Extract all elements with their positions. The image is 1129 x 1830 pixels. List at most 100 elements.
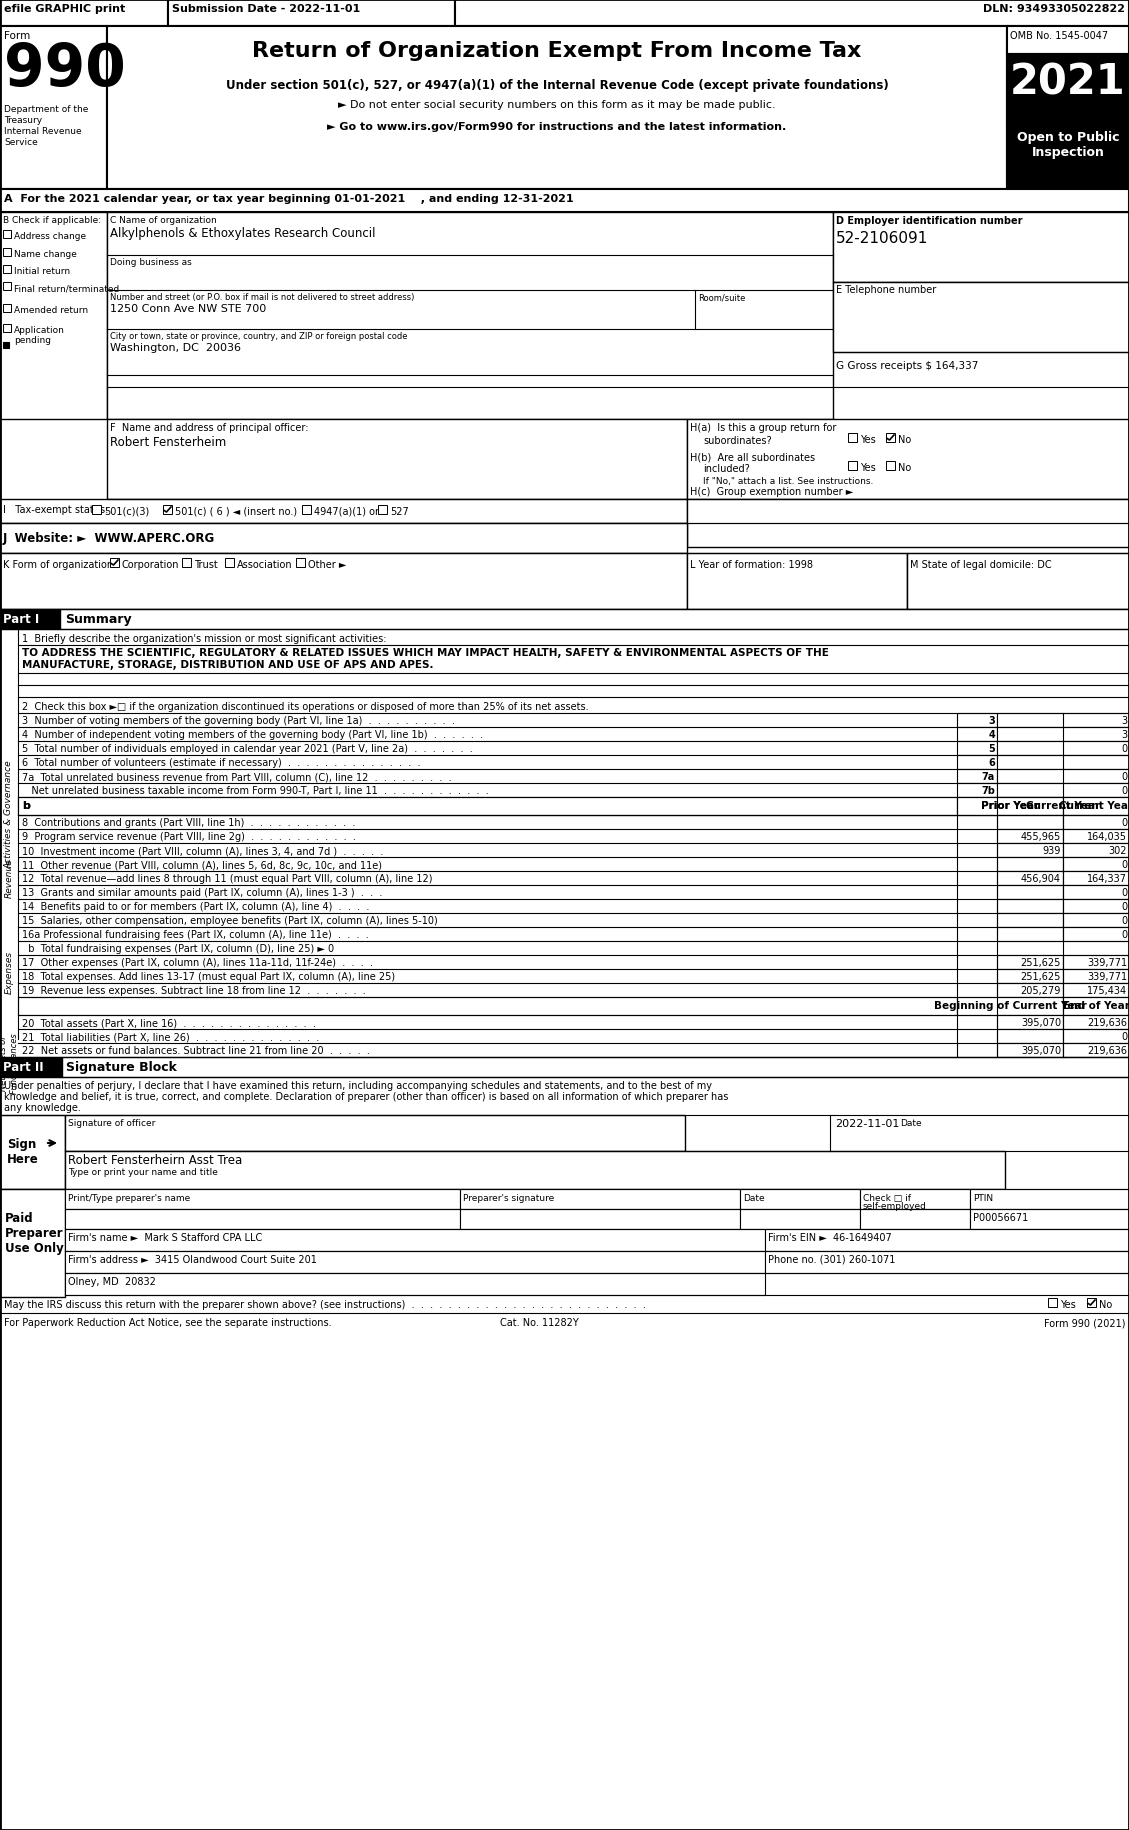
Bar: [957, 798, 1064, 816]
Text: 7b: 7b: [981, 785, 995, 796]
Bar: [970, 1210, 1129, 1230]
Text: subordinates?: subordinates?: [703, 436, 771, 447]
Text: Net unrelated business taxable income from Form 990-T, Part I, line 11  .  .  . : Net unrelated business taxable income fr…: [21, 785, 489, 796]
Text: Date: Date: [900, 1118, 921, 1127]
Bar: [0, 190, 1129, 212]
Bar: [957, 756, 997, 770]
Text: 13  Grants and similar amounts paid (Part IX, column (A), lines 1-3 )  .  .  .: 13 Grants and similar amounts paid (Part…: [21, 888, 383, 897]
Text: 219,636: 219,636: [1087, 1017, 1127, 1027]
Text: Activities & Governance: Activities & Governance: [5, 759, 14, 867]
Text: Address change: Address change: [14, 232, 86, 242]
Bar: [997, 1016, 1064, 1030]
Text: Association: Association: [237, 560, 292, 569]
Bar: [65, 1274, 765, 1296]
Bar: [997, 783, 1129, 798]
Bar: [970, 1190, 1129, 1210]
Text: Application
pending: Application pending: [14, 326, 64, 346]
Text: Current Year: Current Year: [1026, 800, 1100, 811]
Bar: [18, 997, 957, 1016]
Bar: [65, 1230, 765, 1252]
Text: DLN: 93493305022822: DLN: 93493305022822: [983, 4, 1124, 15]
Text: 990: 990: [5, 40, 125, 99]
Text: 939: 939: [1042, 845, 1061, 856]
Text: Revenue: Revenue: [5, 858, 14, 897]
Bar: [1064, 829, 1129, 844]
Bar: [460, 1190, 739, 1210]
Bar: [1064, 1043, 1129, 1058]
Bar: [997, 816, 1064, 829]
Text: Robert Fensterheirn Asst Trea: Robert Fensterheirn Asst Trea: [68, 1153, 243, 1166]
Text: 0: 0: [1121, 860, 1127, 869]
Text: Corporation: Corporation: [122, 560, 180, 569]
Bar: [688, 419, 1129, 500]
Bar: [168, 0, 455, 27]
Text: P00056671: P00056671: [973, 1211, 1029, 1222]
Bar: [957, 798, 1064, 816]
Text: 16a Professional fundraising fees (Part IX, column (A), line 11e)  .  .  .  .: 16a Professional fundraising fees (Part …: [21, 930, 369, 939]
Bar: [65, 1151, 1005, 1190]
Text: Other ►: Other ►: [308, 560, 347, 569]
Bar: [91, 505, 100, 514]
Bar: [1064, 886, 1129, 900]
Text: 21  Total liabilities (Part X, line 26)  .  .  .  .  .  .  .  .  .  .  .  .  .  : 21 Total liabilities (Part X, line 26) .…: [21, 1032, 320, 1041]
Text: 501(c) ( 6 ) ◄ (insert no.): 501(c) ( 6 ) ◄ (insert no.): [175, 507, 297, 516]
Text: 175,434: 175,434: [1087, 986, 1127, 996]
Text: 0: 0: [1121, 743, 1127, 754]
Bar: [1064, 1016, 1129, 1030]
Text: Room/suite: Room/suite: [698, 293, 745, 302]
Bar: [907, 554, 1129, 609]
Bar: [0, 0, 168, 27]
Bar: [997, 844, 1064, 858]
Text: Summary: Summary: [65, 613, 132, 626]
Text: Robert Fensterheim: Robert Fensterheim: [110, 436, 226, 448]
Text: If "No," attach a list. See instructions.: If "No," attach a list. See instructions…: [703, 478, 874, 485]
Bar: [997, 858, 1064, 871]
Bar: [997, 741, 1129, 756]
Text: 6: 6: [988, 758, 995, 767]
Text: 3: 3: [988, 716, 995, 727]
Bar: [1048, 1297, 1057, 1307]
Bar: [860, 1190, 970, 1210]
Text: City or town, state or province, country, and ZIP or foreign postal code: City or town, state or province, country…: [110, 331, 408, 340]
Text: 6  Total number of volunteers (estimate if necessary)  .  .  .  .  .  .  .  .  .: 6 Total number of volunteers (estimate i…: [21, 758, 420, 767]
Text: Prior Year: Prior Year: [981, 800, 1039, 811]
Text: b  Total fundraising expenses (Part IX, column (D), line 25) ► 0: b Total fundraising expenses (Part IX, c…: [21, 944, 334, 953]
Text: Current Year: Current Year: [1059, 800, 1129, 811]
Text: May the IRS discuss this return with the preparer shown above? (see instructions: May the IRS discuss this return with the…: [5, 1299, 646, 1308]
Bar: [65, 1190, 460, 1210]
Text: Submission Date - 2022-11-01: Submission Date - 2022-11-01: [172, 4, 360, 15]
Bar: [957, 741, 997, 756]
Bar: [997, 871, 1064, 886]
Text: 456,904: 456,904: [1021, 873, 1061, 884]
Bar: [1064, 970, 1129, 983]
Text: J  Website: ►  WWW.APERC.ORG: J Website: ► WWW.APERC.ORG: [3, 533, 216, 545]
Text: 8  Contributions and grants (Part VIII, line 1h)  .  .  .  .  .  .  .  .  .  .  : 8 Contributions and grants (Part VIII, l…: [21, 818, 356, 827]
Text: Cat. No. 11282Y: Cat. No. 11282Y: [500, 1318, 579, 1327]
Text: 4947(a)(1) or: 4947(a)(1) or: [314, 507, 379, 516]
Bar: [455, 0, 1129, 27]
Text: 0: 0: [1121, 818, 1127, 827]
Text: Firm's address ►  3415 Olandwood Court Suite 201: Firm's address ► 3415 Olandwood Court Su…: [68, 1254, 317, 1265]
Bar: [997, 728, 1129, 741]
Bar: [0, 1190, 65, 1297]
Text: 18  Total expenses. Add lines 13-17 (must equal Part IX, column (A), line 25): 18 Total expenses. Add lines 13-17 (must…: [21, 972, 395, 981]
Text: Under section 501(c), 527, or 4947(a)(1) of the Internal Revenue Code (except pr: Under section 501(c), 527, or 4947(a)(1)…: [226, 79, 889, 92]
Text: 0: 0: [1121, 930, 1127, 939]
Bar: [688, 554, 907, 609]
Text: b: b: [21, 800, 29, 811]
Bar: [997, 770, 1129, 783]
Text: Beginning of Current Year: Beginning of Current Year: [934, 1001, 1086, 1010]
Text: H(c)  Group exemption number ►: H(c) Group exemption number ►: [690, 487, 854, 496]
Text: Initial return: Initial return: [14, 267, 70, 276]
Bar: [1064, 858, 1129, 871]
Bar: [65, 1252, 765, 1274]
Bar: [957, 728, 997, 741]
Text: Firm's name ►  Mark S Stafford CPA LLC: Firm's name ► Mark S Stafford CPA LLC: [68, 1232, 262, 1243]
Text: 3: 3: [1121, 716, 1127, 727]
Text: 527: 527: [390, 507, 409, 516]
Text: Open to Public
Inspection: Open to Public Inspection: [1017, 132, 1119, 159]
Text: 19  Revenue less expenses. Subtract line 18 from line 12  .  .  .  .  .  .  .: 19 Revenue less expenses. Subtract line …: [21, 986, 366, 996]
Bar: [3, 342, 9, 350]
Text: 501(c)(3): 501(c)(3): [104, 507, 149, 516]
Bar: [997, 928, 1064, 941]
